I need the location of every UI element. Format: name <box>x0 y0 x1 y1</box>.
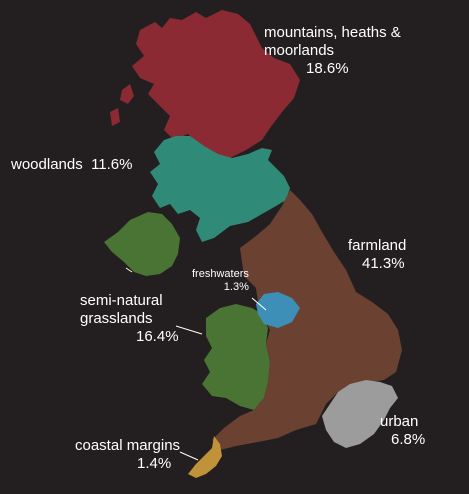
region-mountains <box>132 10 300 158</box>
region-farmland <box>212 190 402 450</box>
label-urban: urban 6.8% <box>380 413 425 449</box>
label-mountains-percent: 18.6% <box>306 60 349 77</box>
region-freshwaters <box>256 292 300 328</box>
region-seminatural-ni <box>104 212 180 276</box>
label-woodlands: woodlands 11.6% <box>11 156 132 174</box>
leader-coastal <box>179 451 199 461</box>
label-seminatural-percent: 16.4% <box>136 328 179 345</box>
region-mountains-isles <box>110 84 134 126</box>
label-mountains: mountains, heaths & moorlands 18.6% <box>264 24 401 78</box>
label-urban-percent: 6.8% <box>391 431 426 448</box>
label-woodlands-name: woodlands <box>11 156 83 173</box>
label-seminatural-line1: semi-natural <box>80 292 163 309</box>
label-mountains-line1: mountains, heaths & <box>264 24 401 41</box>
label-seminatural-line2: grasslands <box>80 310 153 327</box>
label-seminatural: semi-natural grasslands 16.4% <box>80 292 179 346</box>
region-coastal <box>188 436 222 478</box>
label-freshwaters-percent: 1.3% <box>223 281 249 294</box>
leader-freshwaters <box>251 297 267 311</box>
label-farmland: farmland 41.3% <box>348 237 406 273</box>
region-seminatural-wales <box>202 304 270 410</box>
leader-seminatural <box>175 325 203 335</box>
label-mountains-line2: moorlands <box>264 42 335 59</box>
label-coastal-name: coastal margins <box>75 437 181 454</box>
label-freshwaters-name: freshwaters <box>192 268 249 280</box>
leader-ni <box>125 267 133 273</box>
region-woodlands <box>150 136 290 242</box>
label-urban-name: urban <box>380 413 419 430</box>
label-woodlands-percent: 11.6% <box>91 156 133 173</box>
label-coastal: coastal margins 1.4% <box>75 437 180 473</box>
label-farmland-percent: 41.3% <box>362 255 405 272</box>
label-freshwaters: freshwaters 1.3% <box>192 268 249 294</box>
region-urban <box>322 380 398 448</box>
label-coastal-percent: 1.4% <box>137 455 172 472</box>
label-farmland-name: farmland <box>348 237 407 254</box>
